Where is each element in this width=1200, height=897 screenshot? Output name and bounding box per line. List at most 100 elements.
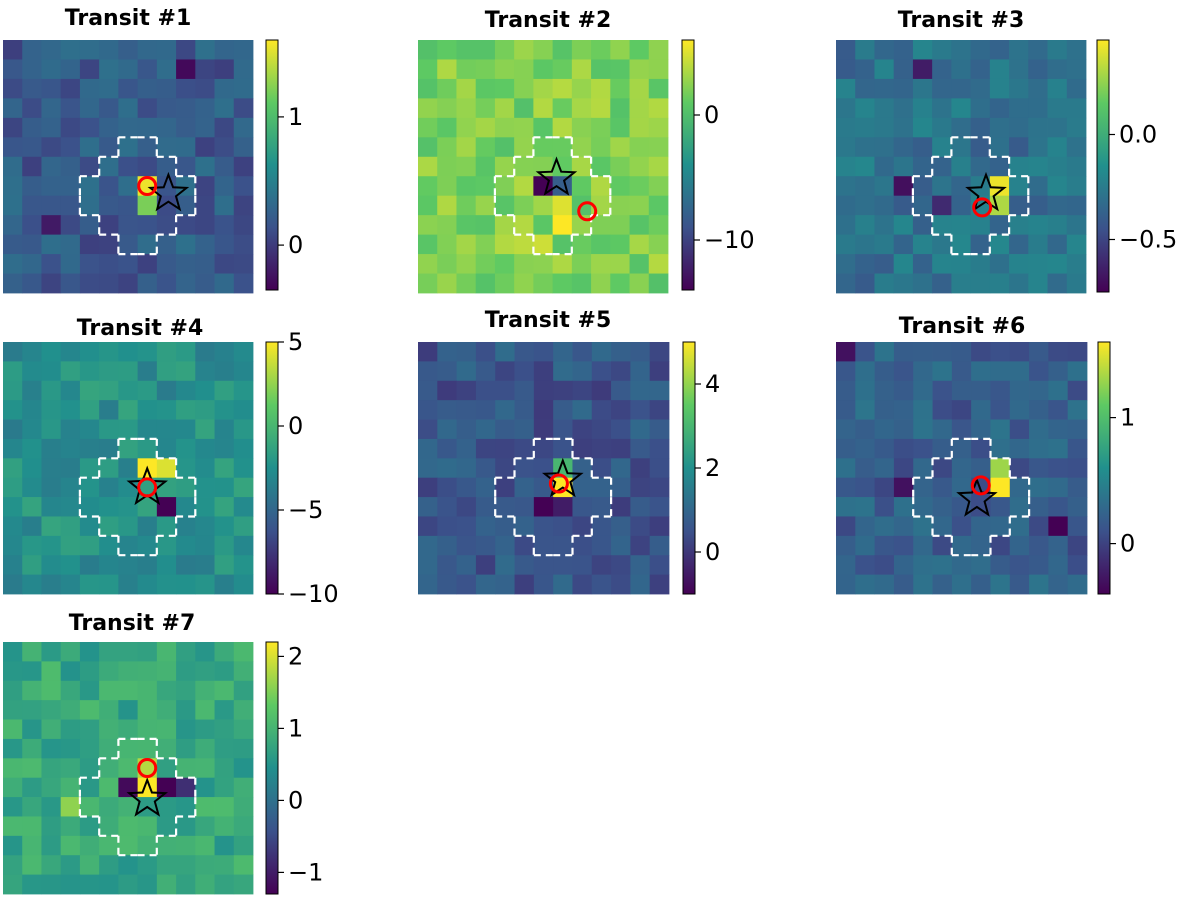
heatmap-cell (475, 137, 496, 158)
heatmap-cell (195, 419, 215, 440)
heatmap-cell (22, 419, 42, 440)
heatmap-cell (610, 117, 630, 138)
heatmap-cell (437, 273, 457, 294)
heatmap-cell (118, 661, 139, 682)
heatmap-cell (514, 477, 535, 498)
heatmap-cell (970, 40, 991, 60)
heatmap-cell (514, 380, 535, 401)
heatmap-cell (552, 273, 573, 294)
heatmap-cell (533, 458, 554, 479)
heatmap-cell (836, 195, 856, 216)
centroid-circle-marker (548, 473, 569, 494)
heatmap-cell (591, 361, 612, 382)
heatmap-cell (989, 117, 1010, 138)
heatmap-cell (214, 137, 235, 158)
heatmap-cell (475, 555, 496, 576)
heatmap-cell (1047, 176, 1068, 197)
heatmap-cell (233, 400, 254, 420)
heatmap-cell (648, 117, 669, 138)
heatmap-cell (649, 535, 670, 556)
heatmap-cell (1009, 176, 1029, 197)
heatmap-cell (3, 719, 23, 740)
centroid-circle-marker (137, 758, 158, 778)
heatmap-cell (176, 535, 196, 556)
heatmap-cell (3, 497, 23, 517)
heatmap-cell (648, 40, 669, 60)
heatmap-cell (456, 195, 477, 216)
heatmap-cell (437, 254, 457, 274)
heatmap-cell (137, 438, 158, 459)
heatmap-cell (893, 535, 914, 556)
heatmap-cell (156, 458, 177, 479)
heatmap-cell (41, 661, 62, 682)
heatmap-cell (156, 156, 177, 177)
heatmap-cell (874, 342, 895, 362)
heatmap-cell (475, 574, 496, 595)
heatmap-cell (989, 137, 1010, 158)
heatmap-cell (99, 137, 119, 158)
heatmap-cell (913, 574, 933, 595)
heatmap-cell (591, 419, 612, 440)
heatmap-cell (60, 758, 81, 779)
heatmap-cell (971, 400, 991, 420)
target-star-marker (541, 457, 584, 498)
heatmap-cell (1028, 176, 1048, 197)
heatmap-cell (233, 642, 254, 662)
heatmap-cell (156, 555, 177, 576)
heatmap-cell (913, 342, 933, 362)
heatmap-cell (649, 497, 670, 517)
heatmap-cell (156, 40, 177, 60)
heatmap-cell (137, 816, 158, 837)
heatmap-cell (195, 758, 215, 779)
panel-title: Transit #1 (65, 6, 192, 31)
heatmap-cell (3, 117, 23, 138)
heatmap-cell (195, 234, 215, 255)
heatmap-cell (629, 273, 650, 294)
heatmap-cell (893, 400, 914, 420)
heatmap-cell (629, 156, 650, 177)
heatmap-cell (99, 176, 119, 197)
colorbar-tick-label: 1 (288, 714, 303, 742)
heatmap-cell (60, 176, 81, 197)
heatmap-cell (533, 78, 554, 99)
heatmap-cell (533, 555, 554, 576)
heatmap-cell (60, 516, 81, 537)
heatmap-cell (912, 59, 933, 80)
heatmap-cell (571, 117, 592, 138)
heatmap-cell (456, 273, 477, 294)
heatmap-cell (41, 234, 62, 255)
heatmap-cell (495, 400, 515, 420)
heatmap-cell (137, 78, 158, 99)
heatmap-cell (137, 234, 158, 255)
heatmap-cell (195, 438, 215, 459)
heatmap-cell (99, 855, 119, 876)
heatmap-cell (495, 361, 515, 382)
heatmap-cell (610, 98, 630, 119)
heatmap-cell (137, 380, 158, 401)
heatmap-cell (932, 516, 953, 537)
heatmap-cell (60, 438, 81, 459)
heatmap-cell (874, 555, 895, 576)
heatmap-cell (60, 59, 81, 80)
heatmap-cell (22, 254, 42, 274)
heatmap-cell (195, 719, 215, 740)
heatmap-cell (494, 195, 515, 216)
heatmap-cell (874, 176, 895, 197)
heatmap-cell (989, 234, 1010, 255)
heatmap-cell (118, 176, 139, 197)
heatmap-cell (874, 156, 895, 177)
heatmap-cell (60, 535, 81, 556)
heatmap-cell (874, 195, 895, 216)
heatmap-cell (22, 117, 42, 138)
heatmap-cell (456, 458, 477, 479)
heatmap-cell (418, 438, 438, 459)
heatmap-cell (156, 797, 177, 817)
heatmap-cell (41, 380, 62, 401)
heatmap-cell (971, 380, 991, 401)
heatmap-cell (99, 661, 119, 682)
heatmap-cell (572, 516, 593, 537)
heatmap-cell (456, 400, 477, 420)
heatmap-cell (1067, 380, 1088, 401)
heatmap-cell (99, 758, 119, 779)
heatmap-cell (3, 176, 23, 197)
